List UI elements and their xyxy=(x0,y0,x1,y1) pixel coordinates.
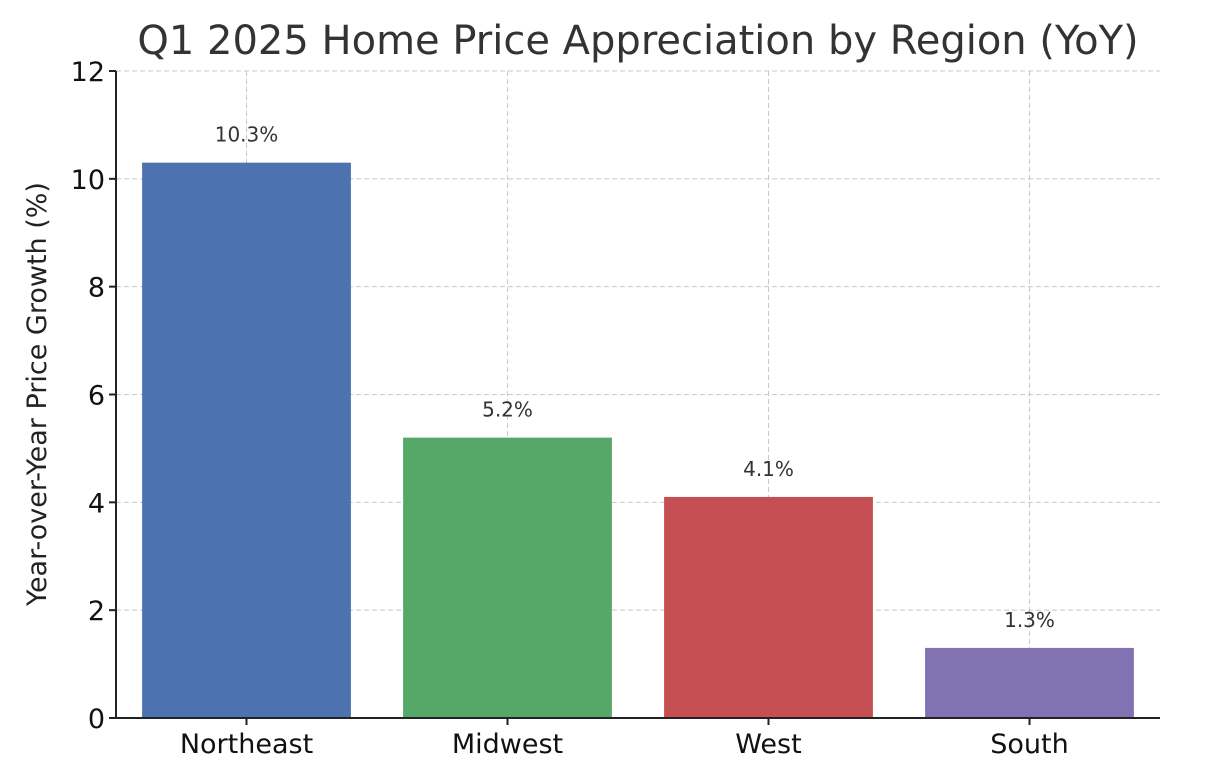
bar-west xyxy=(664,496,873,718)
x-tick-label: South xyxy=(990,729,1068,760)
data-label: 1.3% xyxy=(1004,608,1055,632)
y-tick-label: 2 xyxy=(88,596,105,627)
y-tick-label: 0 xyxy=(88,704,105,735)
y-tick-label: 4 xyxy=(88,488,105,519)
y-axis-label: Year-over-Year Price Growth (%) xyxy=(22,182,53,607)
y-tick-label: 10 xyxy=(71,165,105,196)
bar-midwest xyxy=(403,437,612,718)
y-tick-label: 8 xyxy=(88,273,105,304)
y-tick-label: 6 xyxy=(88,381,105,412)
x-tick-label: West xyxy=(735,729,801,760)
bar-northeast xyxy=(142,162,351,719)
y-gridlines xyxy=(116,70,1160,611)
x-tick-label: Northeast xyxy=(180,729,313,760)
y-axis-ticks: 0 2 4 6 8 10 12 xyxy=(71,57,116,735)
y-tick-label: 12 xyxy=(71,57,105,88)
chart-title: Q1 2025 Home Price Appreciation by Regio… xyxy=(137,18,1138,64)
bars xyxy=(142,162,1134,719)
data-label: 10.3% xyxy=(215,123,279,147)
data-labels: 10.3% 5.2% 4.1% 1.3% xyxy=(215,123,1055,632)
x-tick-label: Midwest xyxy=(452,729,563,760)
bar-south xyxy=(925,647,1134,718)
data-label: 4.1% xyxy=(743,457,794,481)
data-label: 5.2% xyxy=(482,398,533,422)
x-axis-ticks: Northeast Midwest West South xyxy=(180,718,1069,760)
